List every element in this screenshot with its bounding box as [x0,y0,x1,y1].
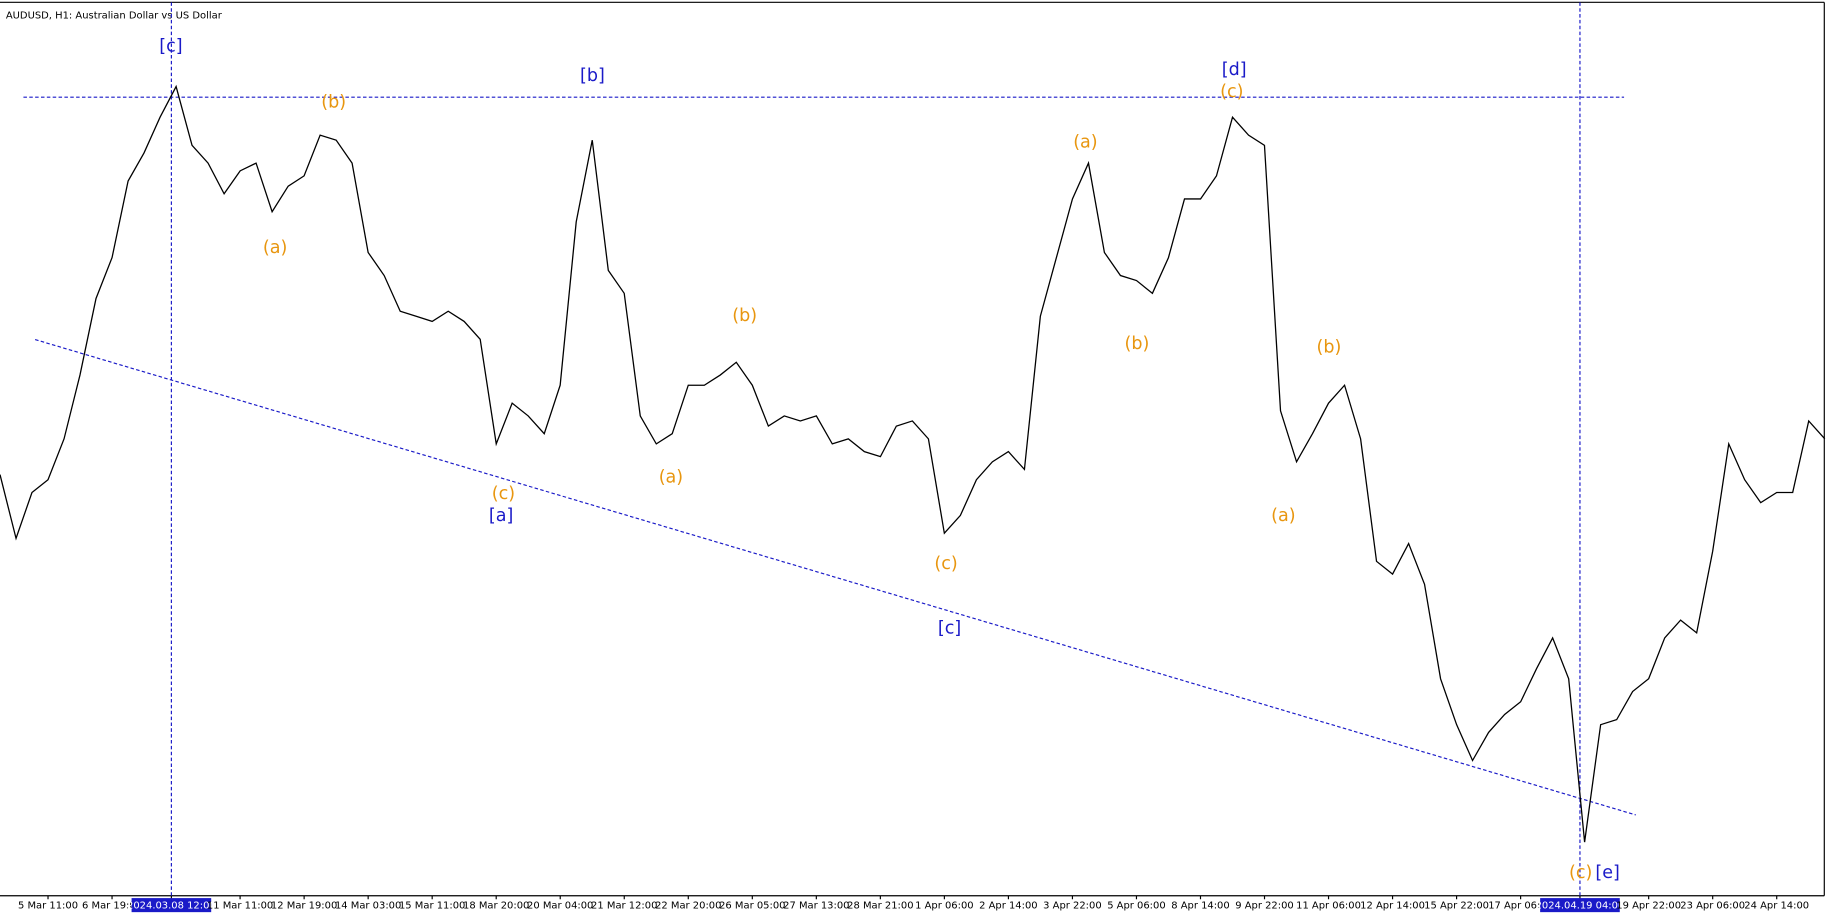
x-tick-label: 18 Mar 20:00 [463,901,529,912]
x-tick-label: 21 Mar 12:00 [591,901,657,912]
crosshair-label: 2024.04.19 04:00 [1536,901,1625,912]
price-line [0,84,1826,843]
wave-label: (b) [732,306,757,326]
x-tick-label: 5 Apr 06:00 [1107,901,1165,912]
x-tick-label: 24 Apr 14:00 [1744,901,1809,912]
x-tick-label: 20 Mar 04:00 [527,901,593,912]
wave-label: [c] [159,37,182,57]
wave-label: [c] [938,618,961,638]
x-tick-label: 28 Mar 21:00 [847,901,913,912]
crosshair-label-bg [131,898,212,913]
x-tick-label: 23 Apr 06:00 [1680,901,1745,912]
x-tick-label: 5 Mar 11:00 [18,901,78,912]
wave-label: (a) [659,467,683,487]
x-tick-label: 9 Apr 22:00 [1235,901,1293,912]
wave-label: [d] [1222,60,1247,80]
wave-label: (c) [492,484,515,504]
trend-line [34,339,1636,816]
x-tick-label: 15 Mar 11:00 [399,901,465,912]
crosshair-label: 2024.03.08 12:00 [127,901,216,912]
wave-label: (c) [1569,863,1592,883]
x-tick-label: 27 Mar 13:00 [783,901,849,912]
x-tick-label: 12 Mar 19:00 [271,901,337,912]
wave-label: (b) [321,93,346,113]
x-tick-label: 19 Apr 22:00 [1616,901,1681,912]
x-tick-label: 11 Mar 11:00 [207,901,273,912]
x-tick-label: 26 Mar 05:00 [719,901,785,912]
wave-label: (a) [1073,133,1097,153]
x-tick-label: 2 Apr 14:00 [979,901,1037,912]
x-tick-label: 11 Apr 06:00 [1296,901,1361,912]
wave-label: [e] [1595,863,1619,883]
wave-label: (c) [934,554,957,574]
x-tick-label: 12 Apr 14:00 [1360,901,1425,912]
chart-title: AUDUSD, H1: Australian Dollar vs US Doll… [6,11,223,22]
wave-label: (a) [1271,506,1295,526]
x-tick-label: 14 Mar 03:00 [335,901,401,912]
x-tick-label: 1 Apr 06:00 [915,901,973,912]
wave-label: (a) [263,238,287,258]
wave-label: (b) [1125,334,1150,354]
x-tick-label: 6 Mar 19:00 [82,901,142,912]
wave-label: [a] [489,506,513,526]
x-tick-label: 22 Mar 20:00 [655,901,721,912]
wave-label: (b) [1317,337,1342,357]
x-tick-label: 3 Apr 22:00 [1043,901,1101,912]
x-tick-label: 8 Apr 14:00 [1171,901,1229,912]
x-tick-label: 15 Apr 22:00 [1424,901,1489,912]
x-tick-label: 17 Apr 06:00 [1488,901,1553,912]
wave-label: (c) [1220,82,1243,102]
wave-label: [b] [580,66,605,86]
crosshair-label-bg [1540,898,1620,913]
